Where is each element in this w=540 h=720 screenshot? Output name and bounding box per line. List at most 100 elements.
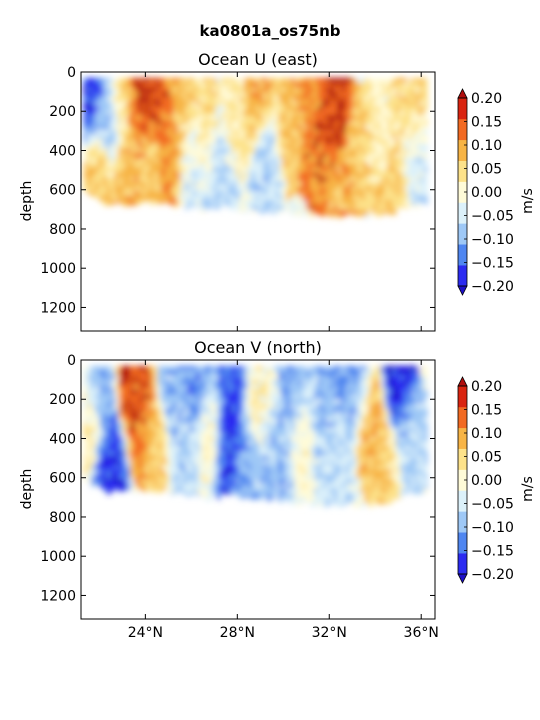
heatmap-cell [298, 455, 303, 461]
heatmap-cell [325, 167, 331, 173]
heatmap-cell [196, 441, 202, 447]
heatmap-cell [349, 205, 354, 211]
heatmap-cell [235, 431, 241, 438]
heatmap-cell [368, 502, 374, 508]
heatmap-cell [364, 469, 370, 475]
heatmap-cell [368, 417, 374, 423]
heatmap-cell [204, 431, 209, 438]
y-tick-label: 1200 [40, 300, 76, 316]
heatmap-cell [95, 441, 100, 447]
heatmap-cell [263, 124, 268, 131]
heatmap-cell [286, 186, 292, 192]
heatmap-cell [274, 200, 280, 206]
heatmap-cell [298, 431, 303, 438]
heatmap-cell [380, 186, 385, 192]
heatmap-cell [161, 101, 166, 107]
heatmap-cell [239, 427, 245, 433]
heatmap-cell [118, 153, 123, 159]
heatmap-cell [364, 200, 370, 206]
heatmap-cell [380, 445, 385, 452]
heatmap-cell [372, 380, 377, 386]
heatmap-cell [110, 92, 116, 98]
heatmap-cell [282, 422, 288, 428]
heatmap-cell [278, 153, 284, 159]
heatmap-cell [141, 464, 147, 471]
heatmap-cell [216, 162, 221, 168]
heatmap-cell [423, 186, 428, 192]
heatmap-cell [106, 129, 112, 135]
heatmap-cell [364, 124, 370, 131]
heatmap-cell [403, 431, 409, 438]
heatmap-cell [118, 110, 123, 117]
heatmap-cell [255, 469, 260, 475]
heatmap-cell [384, 115, 389, 121]
heatmap-cell [364, 422, 370, 428]
y-tick-label: 1000 [40, 261, 76, 277]
heatmap-cell [306, 394, 311, 400]
heatmap-cell [290, 422, 295, 428]
heatmap-cell [134, 82, 139, 88]
heatmap-cell [106, 176, 112, 183]
heatmap-cell [180, 445, 186, 452]
heatmap-cell [110, 380, 116, 386]
heatmap-cell [153, 403, 159, 409]
heatmap-cell [188, 181, 194, 187]
heatmap-cell [286, 205, 292, 211]
heatmap-cell [243, 474, 249, 480]
heatmap-cell [138, 384, 143, 391]
heatmap-cell [384, 162, 389, 168]
heatmap-cell [102, 455, 108, 461]
heatmap-cell [208, 195, 213, 201]
heatmap-cell [313, 427, 319, 433]
heatmap-cell [138, 134, 143, 140]
heatmap-cell [388, 403, 393, 409]
heatmap-cell [177, 478, 182, 485]
heatmap-cell [173, 195, 178, 201]
heatmap-cell [231, 394, 237, 400]
heatmap-cell [118, 380, 123, 386]
heatmap-cell [223, 417, 229, 423]
heatmap-cell [345, 115, 350, 121]
heatmap-cell [130, 380, 135, 386]
heatmap-cell [274, 455, 280, 461]
heatmap-cell [286, 441, 292, 447]
heatmap-cell [165, 469, 170, 475]
heatmap-cell [376, 110, 381, 117]
heatmap-cell [255, 384, 260, 391]
heatmap-cell [235, 488, 241, 494]
heatmap-cell [98, 412, 104, 419]
heatmap-cell [126, 469, 131, 475]
heatmap-cell [266, 380, 272, 386]
heatmap-cell [145, 190, 151, 197]
heatmap-cell [235, 181, 241, 187]
heatmap-cell [141, 375, 147, 381]
heatmap-cell [337, 431, 342, 438]
heatmap-cell [149, 380, 155, 386]
heatmap-cell [286, 417, 292, 423]
heatmap-cell [130, 417, 135, 423]
heatmap-cell [337, 209, 342, 216]
heatmap-cell [141, 431, 147, 438]
heatmap-cell [173, 422, 178, 428]
heatmap-cell [180, 129, 186, 135]
heatmap-cell [298, 143, 303, 150]
heatmap-cell [110, 460, 116, 466]
heatmap-cell [360, 195, 366, 201]
heatmap-cell [149, 436, 155, 442]
heatmap-cell [196, 115, 202, 121]
heatmap-cell [368, 87, 374, 93]
heatmap-cell [106, 124, 112, 131]
heatmap-cell [134, 431, 139, 438]
heatmap-cell [231, 408, 237, 414]
heatmap-cell [122, 403, 127, 409]
heatmap-cell [114, 488, 120, 490]
heatmap-cell [184, 380, 190, 386]
heatmap-cell [259, 82, 264, 88]
heatmap-cell [270, 431, 276, 438]
heatmap-cell [204, 82, 209, 88]
heatmap-cell [345, 143, 350, 150]
heatmap-cell [321, 205, 327, 211]
heatmap-cell [87, 365, 92, 372]
heatmap-cell [251, 176, 256, 183]
